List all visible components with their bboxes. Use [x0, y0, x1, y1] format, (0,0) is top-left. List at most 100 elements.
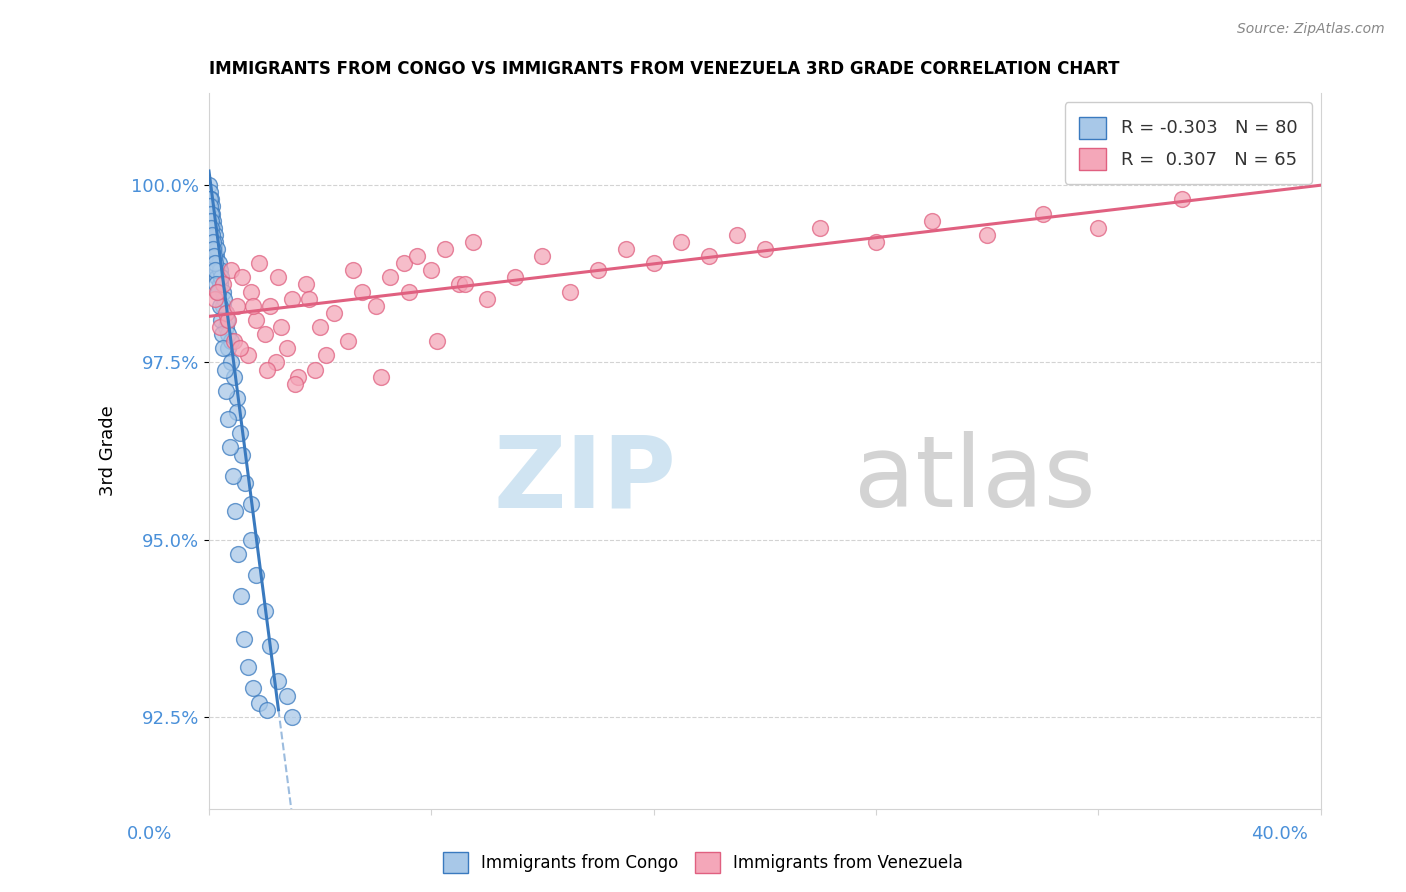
Point — [242, 299, 264, 313]
Point — [614, 242, 637, 256]
Point — [284, 376, 307, 391]
Point — [201, 206, 224, 220]
Point — [198, 193, 221, 207]
Legend: R = -0.303   N = 80, R =  0.307   N = 65: R = -0.303 N = 80, R = 0.307 N = 65 — [1064, 102, 1312, 184]
Point — [200, 213, 222, 227]
Point — [323, 306, 346, 320]
Text: Source: ZipAtlas.com: Source: ZipAtlas.com — [1237, 22, 1385, 37]
Point — [350, 285, 373, 299]
Point — [298, 292, 321, 306]
Y-axis label: 3rd Grade: 3rd Grade — [100, 406, 117, 497]
Point — [253, 327, 276, 342]
Point — [420, 263, 443, 277]
Point — [247, 696, 270, 710]
Point — [202, 235, 225, 249]
Text: 0.0%: 0.0% — [127, 825, 172, 843]
Point — [207, 285, 229, 299]
Point — [207, 285, 229, 299]
Point — [392, 256, 415, 270]
Point — [212, 277, 235, 292]
Point — [287, 369, 309, 384]
Point — [276, 689, 298, 703]
Text: ZIP: ZIP — [494, 431, 676, 528]
Point — [200, 186, 222, 200]
Point — [217, 313, 239, 327]
Legend: Immigrants from Congo, Immigrants from Venezuela: Immigrants from Congo, Immigrants from V… — [436, 846, 970, 880]
Point — [207, 242, 229, 256]
Point — [232, 632, 254, 646]
Point — [226, 547, 249, 561]
Point — [239, 533, 262, 547]
Point — [239, 497, 262, 511]
Point — [204, 256, 226, 270]
Point — [225, 405, 247, 419]
Point — [204, 292, 226, 306]
Point — [200, 206, 222, 220]
Point — [242, 681, 264, 696]
Point — [309, 320, 332, 334]
Point — [229, 590, 252, 604]
Point — [209, 277, 232, 292]
Point — [200, 220, 222, 235]
Point — [1087, 220, 1109, 235]
Point — [218, 441, 240, 455]
Point — [370, 369, 392, 384]
Point — [212, 285, 235, 299]
Point — [202, 242, 225, 256]
Point — [212, 299, 235, 313]
Point — [200, 199, 222, 213]
Point — [201, 227, 224, 242]
Text: IMMIGRANTS FROM CONGO VS IMMIGRANTS FROM VENEZUELA 3RD GRADE CORRELATION CHART: IMMIGRANTS FROM CONGO VS IMMIGRANTS FROM… — [209, 60, 1119, 78]
Point — [222, 334, 245, 348]
Point — [267, 270, 290, 285]
Point — [560, 285, 582, 299]
Point — [211, 270, 233, 285]
Point — [219, 263, 242, 277]
Point — [725, 227, 748, 242]
Point — [264, 355, 287, 369]
Point — [754, 242, 776, 256]
Point — [475, 292, 498, 306]
Point — [198, 199, 221, 213]
Point — [503, 270, 526, 285]
Point — [214, 320, 236, 334]
Point — [200, 213, 222, 227]
Point — [531, 249, 554, 263]
Point — [643, 256, 665, 270]
Point — [406, 249, 429, 263]
Point — [201, 227, 224, 242]
Point — [214, 306, 236, 320]
Point — [214, 292, 236, 306]
Point — [219, 355, 242, 369]
Point — [245, 313, 267, 327]
Point — [315, 348, 337, 362]
Point — [204, 227, 226, 242]
Point — [336, 334, 359, 348]
Point — [204, 249, 226, 263]
Point — [202, 213, 225, 227]
Point — [697, 249, 720, 263]
Point — [270, 320, 292, 334]
Point — [267, 674, 290, 689]
Point — [228, 341, 250, 355]
Point — [222, 369, 245, 384]
Point — [236, 348, 259, 362]
Point — [304, 362, 326, 376]
Point — [236, 660, 259, 674]
Text: atlas: atlas — [853, 431, 1095, 528]
Point — [228, 426, 250, 441]
Point — [211, 327, 233, 342]
Point — [1032, 206, 1054, 220]
Point — [205, 277, 228, 292]
Point — [810, 220, 832, 235]
Point — [245, 568, 267, 582]
Point — [208, 256, 231, 270]
Point — [221, 468, 243, 483]
Point — [239, 285, 262, 299]
Point — [671, 235, 693, 249]
Point — [259, 639, 281, 653]
Point — [198, 178, 221, 193]
Text: 40.0%: 40.0% — [1251, 825, 1308, 843]
Point — [212, 341, 235, 355]
Point — [209, 320, 232, 334]
